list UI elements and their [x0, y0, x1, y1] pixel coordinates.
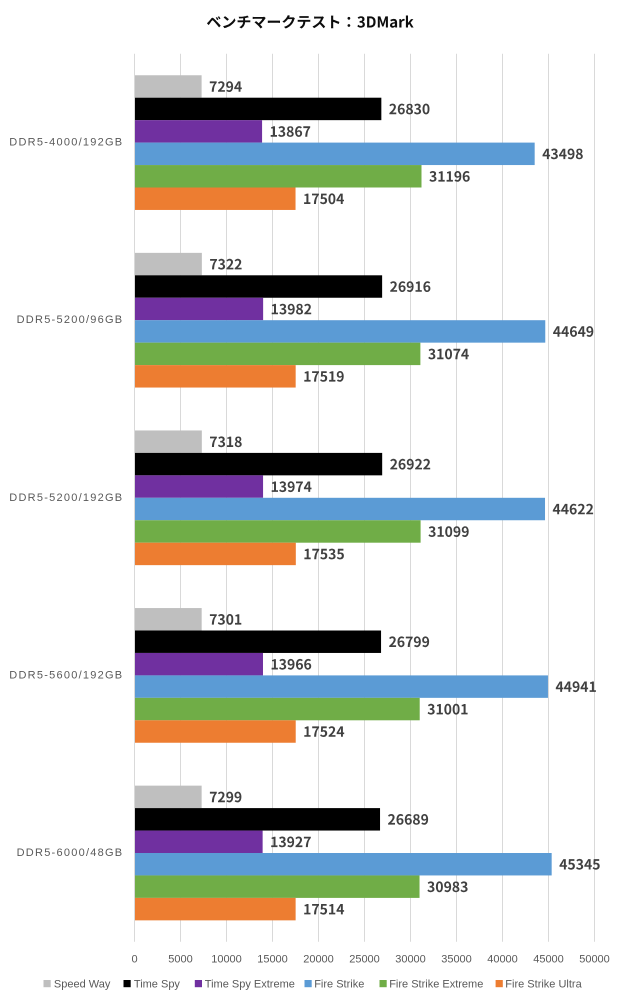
svg-text:5000: 5000	[168, 953, 192, 965]
svg-text:Speed Way: Speed Way	[54, 979, 111, 991]
svg-text:20000: 20000	[303, 953, 334, 965]
svg-text:45000: 45000	[533, 953, 564, 965]
svg-text:DDR5-4000/192GB: DDR5-4000/192GB	[9, 137, 123, 149]
svg-text:25000: 25000	[349, 953, 380, 965]
svg-text:DDR5-6000/48GB: DDR5-6000/48GB	[17, 847, 124, 859]
svg-text:DDR5-5200/96GB: DDR5-5200/96GB	[17, 314, 124, 326]
svg-text:Fire Strike Extreme: Fire Strike Extreme	[389, 979, 483, 991]
svg-text:40000: 40000	[487, 953, 518, 965]
svg-text:35000: 35000	[441, 953, 472, 965]
svg-text:Fire Strike: Fire Strike	[314, 979, 364, 991]
svg-text:50000: 50000	[579, 953, 610, 965]
svg-text:DDR5-5200/192GB: DDR5-5200/192GB	[9, 492, 123, 504]
svg-text:Time Spy: Time Spy	[134, 979, 181, 991]
svg-text:Fire Strike Ultra: Fire Strike Ultra	[505, 979, 582, 991]
svg-text:30000: 30000	[395, 953, 426, 965]
svg-text:DDR5-5600/192GB: DDR5-5600/192GB	[9, 669, 123, 681]
svg-text:10000: 10000	[211, 953, 242, 965]
svg-text:Time Spy Extreme: Time Spy Extreme	[205, 979, 295, 991]
svg-text:15000: 15000	[257, 953, 288, 965]
svg-text:0: 0	[131, 953, 137, 965]
